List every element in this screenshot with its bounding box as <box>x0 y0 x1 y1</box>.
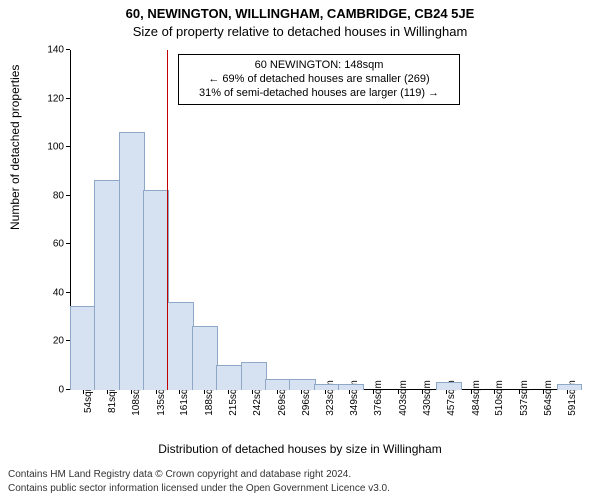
histogram-bar <box>192 326 218 390</box>
y-tick-label: 20 <box>53 336 70 347</box>
histogram-plot: 60 NEWINGTON: 148sqm ← 69% of detached h… <box>70 50 580 390</box>
y-tick-label: 0 <box>58 385 70 396</box>
histogram-bar <box>167 302 193 390</box>
histogram-bar <box>557 384 582 390</box>
y-tick-mark <box>66 195 70 196</box>
histogram-bar <box>119 132 145 390</box>
footer-attribution-1: Contains HM Land Registry data © Crown c… <box>8 469 351 480</box>
histogram-bar <box>338 384 364 390</box>
property-marker-line <box>167 50 168 390</box>
y-tick-label: 140 <box>47 45 70 56</box>
y-tick-label: 100 <box>47 142 70 153</box>
y-tick-mark <box>66 243 70 244</box>
y-tick-mark <box>66 49 70 50</box>
histogram-bar <box>143 190 169 390</box>
y-tick-label: 80 <box>53 190 70 201</box>
histogram-bar <box>241 362 267 390</box>
y-tick-label: 60 <box>53 239 70 250</box>
y-tick-mark <box>66 146 70 147</box>
address-title: 60, NEWINGTON, WILLINGHAM, CAMBRIDGE, CB… <box>0 6 600 21</box>
x-axis-label: Distribution of detached houses by size … <box>0 442 600 456</box>
infobox-line-2: ← 69% of detached houses are smaller (26… <box>187 73 451 87</box>
y-tick-label: 40 <box>53 287 70 298</box>
infobox-line-3: 31% of semi-detached houses are larger (… <box>187 87 451 101</box>
histogram-bar <box>94 180 120 390</box>
histogram-bar <box>436 382 462 390</box>
y-tick-mark <box>66 98 70 99</box>
histogram-bar <box>216 365 242 390</box>
y-tick-mark <box>66 292 70 293</box>
marker-infobox: 60 NEWINGTON: 148sqm ← 69% of detached h… <box>178 54 460 105</box>
histogram-bar <box>289 379 315 390</box>
chart-subtitle: Size of property relative to detached ho… <box>0 24 600 39</box>
infobox-line-1: 60 NEWINGTON: 148sqm <box>187 59 451 73</box>
histogram-bar <box>70 306 96 390</box>
y-tick-label: 120 <box>47 93 70 104</box>
y-axis-label: Number of detached properties <box>8 65 22 230</box>
histogram-bar <box>314 384 340 390</box>
histogram-bar <box>265 379 291 390</box>
footer-attribution-2: Contains public sector information licen… <box>8 483 390 494</box>
